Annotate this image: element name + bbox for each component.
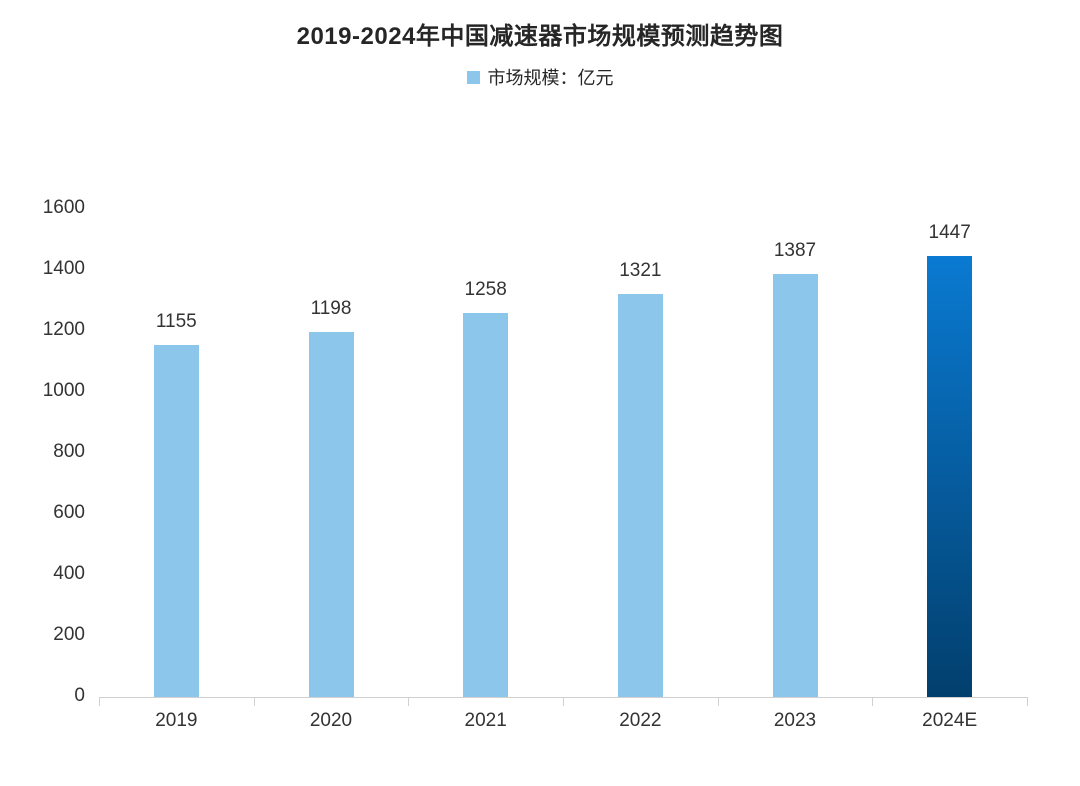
bar-value-label: 1258 <box>464 279 507 301</box>
y-tick-label: 0 <box>74 685 85 706</box>
x-tick-mark <box>717 697 719 706</box>
bar-value-label: 1387 <box>773 239 817 261</box>
y-tick-label: 1600 <box>42 197 85 218</box>
y-tick-label: 800 <box>53 441 85 462</box>
y-tick-label: 200 <box>53 624 85 645</box>
y-tick-label: 400 <box>53 563 85 584</box>
x-tick-mark <box>99 697 100 706</box>
x-tick-mark <box>253 697 255 706</box>
legend-swatch <box>466 70 480 84</box>
x-tick-mark <box>872 697 874 706</box>
bar-value-label: 1447 <box>928 221 971 243</box>
bar-2021 <box>463 313 509 697</box>
y-tick-label: 1000 <box>42 380 85 401</box>
bar-2024E <box>927 255 973 697</box>
legend-label: 市场规模：亿元 <box>487 68 614 88</box>
bar-value-label: 1321 <box>619 260 662 282</box>
x-tick-mark <box>563 697 564 706</box>
bar-value-label: 1155 <box>155 310 197 332</box>
x-tick-mark <box>408 697 410 706</box>
chart-title: 2019-2024年中国减速器市场规模预测趋势图 <box>296 23 784 50</box>
bar-2020 <box>308 331 354 697</box>
x-tick-label: 2020 <box>309 710 353 731</box>
y-tick-label: 600 <box>53 502 85 523</box>
legend: 市场规模：亿元 <box>0 64 1080 90</box>
bar-2023 <box>772 273 818 697</box>
x-tick-label: 2022 <box>619 710 662 731</box>
x-tick-label: 2024E <box>922 710 978 731</box>
bar-2022 <box>617 294 663 697</box>
x-tick-label: 2021 <box>464 710 507 731</box>
x-tick-label: 2023 <box>773 710 817 731</box>
x-tick-mark <box>1027 697 1028 706</box>
bar-value-label: 1198 <box>310 297 352 319</box>
x-tick-label: 2019 <box>155 710 198 731</box>
y-tick-label: 1400 <box>42 258 85 279</box>
bar-2019 <box>153 344 199 697</box>
y-tick-label: 1200 <box>42 319 85 340</box>
